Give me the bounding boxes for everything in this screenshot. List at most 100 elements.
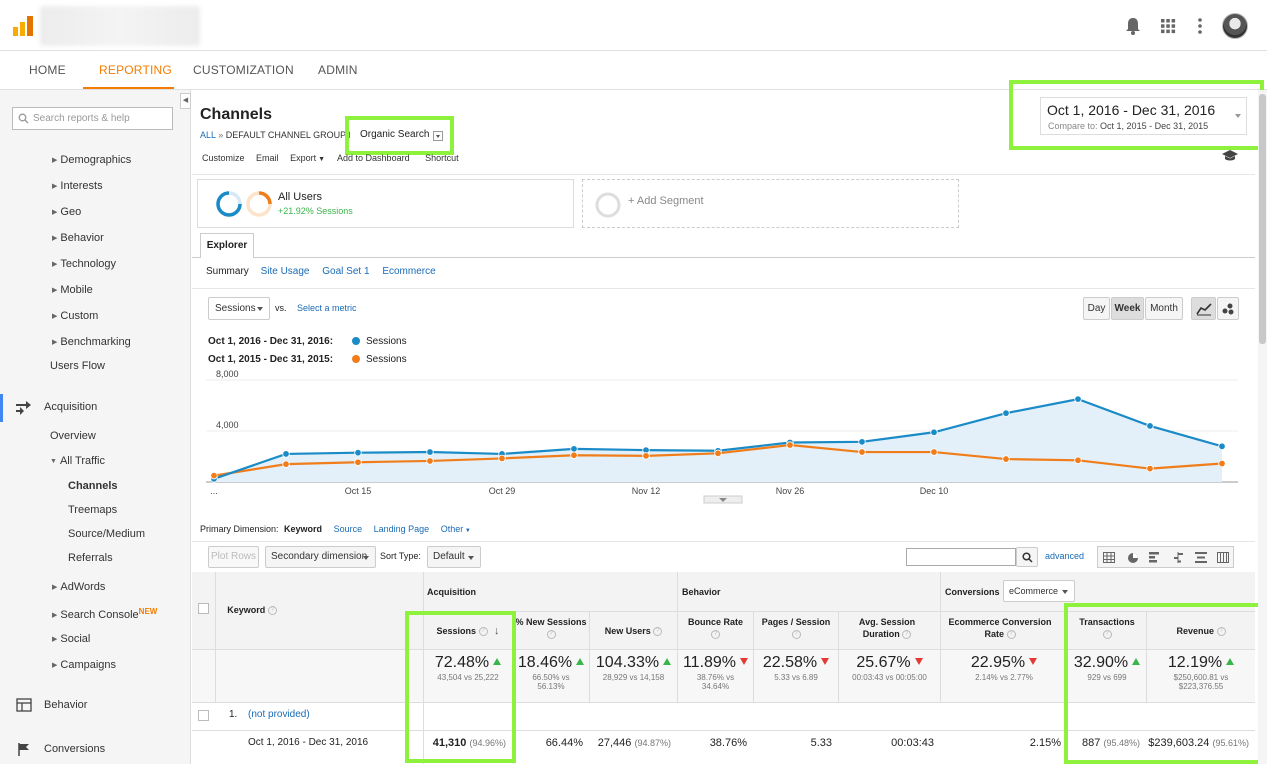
select-metric-link[interactable]: Select a metric — [297, 303, 357, 313]
secondary-dimension-dropdown[interactable]: Secondary dimension — [265, 546, 376, 568]
sidebar-item-users-flow[interactable]: Users Flow — [50, 360, 106, 372]
col-revenue[interactable]: Revenue ? — [1147, 625, 1255, 637]
avatar[interactable] — [1222, 13, 1248, 39]
day-button[interactable]: Day — [1083, 297, 1110, 320]
help-icon: ? — [1216, 627, 1226, 637]
dimension-keyword[interactable]: Keyword — [284, 524, 323, 534]
row-cell: 00:03:43 — [891, 737, 934, 749]
behavior-icon — [16, 698, 32, 712]
total-comparison: $250,600.81 vs $223,376.55 — [1173, 673, 1229, 691]
analytics-logo-icon[interactable] — [12, 15, 34, 37]
segment-all-users[interactable]: All Users +21.92% Sessions — [197, 179, 574, 228]
sidebar-item-channels[interactable]: Channels — [68, 480, 118, 492]
comparison-view-icon[interactable] — [1172, 552, 1184, 563]
sidebar-item-technology[interactable]: ▶ Technology — [52, 258, 117, 270]
total-comparison: 00:03:43 vs 00:05:00 — [852, 673, 927, 682]
row-keyword-link[interactable]: (not provided) — [248, 709, 310, 720]
sidebar-item-behavior[interactable]: Behavior — [44, 699, 88, 711]
col-new-users[interactable]: New Users ? — [590, 625, 677, 637]
col-pages-session[interactable]: Pages / Session? — [761, 617, 831, 640]
date-range-picker[interactable]: Oct 1, 2016 - Dec 31, 2016 Compare to: O… — [1040, 97, 1247, 135]
page-scrollbar-track[interactable] — [1258, 90, 1267, 764]
sidebar-item-custom[interactable]: ▶ Custom — [52, 310, 99, 322]
row-checkbox[interactable] — [198, 710, 209, 721]
subtab-goal-set[interactable]: Goal Set 1 — [322, 266, 370, 277]
sidebar-item-referrals[interactable]: Referrals — [68, 552, 113, 564]
subtab-site-usage[interactable]: Site Usage — [260, 266, 310, 277]
metric-dropdown[interactable]: Sessions — [208, 297, 270, 320]
sidebar-item-behavior-audience[interactable]: ▶ Behavior — [52, 232, 104, 244]
motion-chart-button[interactable] — [1217, 297, 1239, 320]
add-segment-ring-icon — [595, 192, 621, 218]
sidebar-item-interests[interactable]: ▶ Interests — [52, 180, 103, 192]
tab-home[interactable]: HOME — [29, 63, 66, 77]
email-button[interactable]: Email — [256, 153, 279, 163]
shortcut-button[interactable]: Shortcut — [425, 153, 459, 163]
dimension-source[interactable]: Source — [333, 524, 363, 534]
select-all-checkbox[interactable] — [198, 603, 209, 614]
add-segment-button[interactable]: + Add Segment — [582, 179, 959, 228]
sidebar-item-acquisition[interactable]: Acquisition — [44, 401, 98, 413]
bell-icon[interactable] — [1122, 15, 1144, 37]
dimension-other[interactable]: Other — [440, 524, 464, 534]
sidebar-item-benchmarking[interactable]: ▶ Benchmarking — [52, 336, 131, 348]
line-chart-button[interactable] — [1191, 297, 1216, 320]
col-avg-session-duration[interactable]: Avg. Session Duration ? — [858, 617, 916, 640]
tab-reporting[interactable]: REPORTING — [99, 63, 172, 77]
customize-button[interactable]: Customize — [202, 153, 245, 163]
col-bounce-rate[interactable]: Bounce Rate? — [687, 617, 743, 640]
sidebar-item-mobile[interactable]: ▶ Mobile — [52, 284, 93, 296]
breadcrumb-all[interactable]: ALL — [200, 130, 216, 140]
col-transactions[interactable]: Transactions? — [1079, 617, 1135, 640]
sidebar-item-treemaps[interactable]: Treemaps — [68, 504, 118, 516]
account-selector[interactable] — [40, 6, 200, 46]
sidebar-item-social[interactable]: ▶ Social — [52, 633, 91, 645]
x-tick-label: Dec 10 — [920, 486, 949, 496]
sidebar-item-campaigns[interactable]: ▶ Campaigns — [52, 659, 117, 671]
keyword-header[interactable]: Keyword ? — [222, 604, 282, 616]
tab-customization[interactable]: CUSTOMIZATION — [193, 63, 294, 77]
advanced-link[interactable]: advanced — [1045, 551, 1085, 561]
col-new-sessions[interactable]: % New Sessions? — [515, 617, 587, 640]
table-filter-input[interactable] — [906, 548, 1016, 566]
sidebar-item-demographics[interactable]: ▶ Demographics — [52, 154, 132, 166]
pivot-view-icon[interactable] — [1217, 552, 1229, 563]
month-button[interactable]: Month — [1145, 297, 1183, 320]
sidebar-item-all-traffic[interactable]: ▼ All Traffic — [50, 455, 105, 467]
sidebar-item-geo[interactable]: ▶ Geo — [52, 206, 82, 218]
collapse-sidebar-button[interactable]: ◀ — [180, 93, 191, 109]
graduation-cap-icon[interactable] — [1221, 150, 1239, 162]
more-vert-icon[interactable] — [1189, 15, 1211, 37]
sidebar-item-conversions[interactable]: Conversions — [44, 743, 106, 755]
bar-view-icon[interactable] — [1149, 552, 1161, 563]
sidebar-item-overview[interactable]: Overview — [50, 430, 96, 442]
export-button[interactable]: Export — [290, 153, 317, 163]
sidebar-item-search-console[interactable]: ▶ Search ConsoleNEW — [52, 607, 158, 621]
sidebar-item-adwords[interactable]: ▶ AdWords — [52, 581, 106, 593]
primary-dimension-bar: Primary Dimension: Keyword Source Landin… — [200, 524, 471, 534]
tab-admin[interactable]: ADMIN — [318, 63, 358, 77]
week-button[interactable]: Week — [1111, 297, 1144, 320]
sort-type-dropdown[interactable]: Default — [427, 546, 481, 568]
add-to-dashboard-button[interactable]: Add to Dashboard — [337, 153, 410, 163]
subtab-ecommerce[interactable]: Ecommerce — [382, 266, 436, 277]
col-sessions[interactable]: Sessions ? ↓ — [436, 625, 500, 637]
plot-rows-button[interactable]: Plot Rows — [208, 546, 259, 568]
data-point — [282, 460, 290, 468]
conversions-dropdown[interactable]: eCommerce — [1003, 580, 1075, 602]
tab-explorer[interactable]: Explorer — [200, 233, 254, 258]
sidebar-item-source-medium[interactable]: Source/Medium — [68, 528, 146, 540]
apps-grid-icon[interactable] — [1157, 15, 1179, 37]
pie-view-icon[interactable] — [1127, 552, 1139, 564]
search-input[interactable]: Search reports & help — [12, 107, 173, 130]
channel-filter-dropdown[interactable]: Organic Search — [350, 121, 450, 151]
term-cloud-view-icon[interactable] — [1195, 552, 1207, 563]
col-ecommerce-conversion-rate[interactable]: Ecommerce Conversion Rate ? — [948, 617, 1052, 640]
subtab-summary[interactable]: Summary — [206, 266, 249, 277]
page-title: Channels — [200, 106, 273, 123]
table-view-icon[interactable] — [1103, 552, 1115, 563]
page-scrollbar-thumb[interactable] — [1259, 94, 1266, 344]
group-behavior: Behavior — [682, 587, 721, 597]
dimension-landing-page[interactable]: Landing Page — [373, 524, 430, 534]
table-search-button[interactable] — [1016, 547, 1038, 567]
